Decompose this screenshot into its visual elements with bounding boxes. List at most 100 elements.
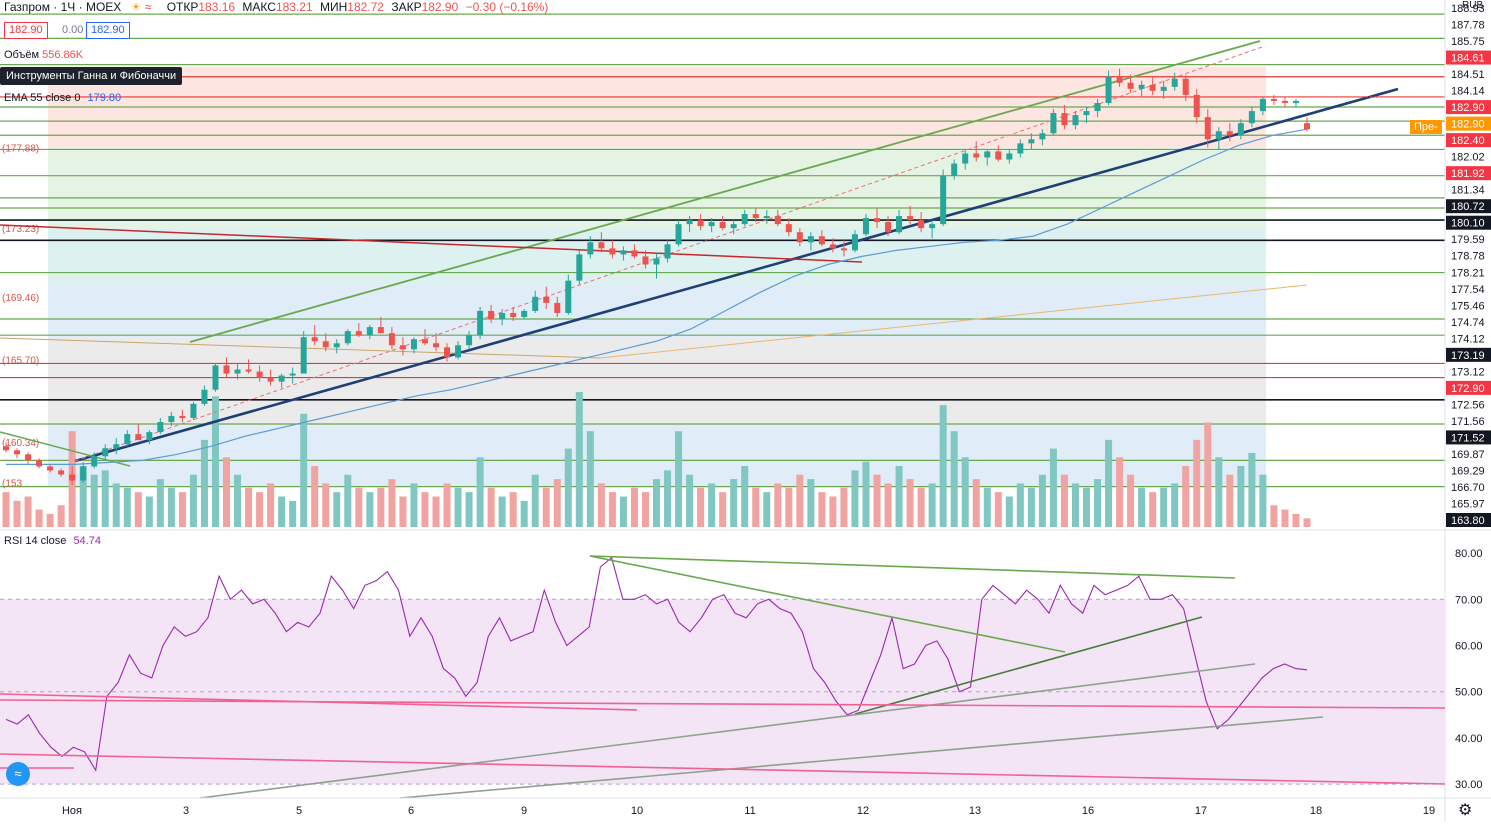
volume-bar (399, 496, 407, 527)
volume-bar (653, 479, 660, 527)
candle (377, 317, 384, 334)
candle (488, 304, 495, 324)
tradingview-logo-icon[interactable]: ≈ (6, 762, 30, 786)
fib-level-label-0: (177.88) (2, 143, 39, 154)
candle-body (366, 327, 373, 336)
candle (1017, 139, 1024, 158)
candle (466, 331, 473, 350)
candle-body (399, 345, 406, 350)
volume-bar (465, 492, 473, 527)
candle-body (113, 444, 120, 449)
volume-bar (1116, 457, 1124, 527)
spread-value: 0.00 (62, 24, 84, 36)
candle (664, 240, 671, 263)
volume-bar (112, 483, 120, 527)
candle (774, 209, 781, 227)
candle-body (708, 222, 715, 227)
candle-body (1237, 123, 1244, 136)
price-axis-label: 172.56 (1451, 399, 1485, 411)
candle (245, 359, 252, 374)
candle (1171, 72, 1178, 91)
volume-bar (664, 470, 672, 527)
volume-bar (211, 396, 219, 527)
candle (300, 331, 307, 374)
volume-bar (289, 500, 297, 527)
ask-chip[interactable]: 182.90 (86, 22, 130, 39)
candle-body (1248, 111, 1255, 124)
candle (455, 341, 462, 360)
volume-bar (46, 513, 54, 527)
volume-bar (1127, 474, 1135, 527)
gann-fib-tooltip: Инструменты Ганна и Фибоначчи (0, 67, 183, 85)
price-tag-bg (1446, 199, 1491, 214)
wave-icon[interactable]: ≈ (144, 0, 152, 14)
candle-body (918, 220, 925, 229)
volume-bar (454, 487, 462, 527)
rsi-value: 54.74 (73, 535, 101, 547)
premarket-badge: Пре- (1410, 120, 1442, 134)
symbol-title[interactable]: Газпром · 1Ч · MOEX (4, 0, 122, 14)
bid-chip[interactable]: 182.90 (4, 22, 48, 39)
candle-body (620, 250, 627, 255)
legend-icons[interactable]: ☀ (130, 0, 145, 14)
candle-body (730, 224, 737, 229)
volume-bar (796, 474, 804, 527)
candle (69, 466, 76, 485)
ohlc-high: 183.21 (275, 0, 313, 14)
candle-body (234, 369, 241, 374)
rsi-trend-low (399, 716, 1324, 799)
candle-body (774, 216, 781, 225)
candle-body (1017, 143, 1024, 154)
time-axis-label: 11 (744, 805, 755, 817)
fib-level-label-5: (153 (2, 479, 22, 490)
candle (918, 212, 925, 233)
candle (1160, 80, 1167, 99)
candle-body (1072, 115, 1079, 126)
candle (620, 246, 627, 261)
candle-body (587, 242, 594, 255)
symbol-legend: Газпром · 1Ч · MOEX ☀ ≈ ОТКР183.16 МАКС1… (4, 0, 548, 14)
candle-body (1105, 76, 1112, 103)
candle (47, 464, 54, 473)
candle-body (388, 333, 395, 346)
candle (840, 240, 847, 257)
candle (1193, 88, 1200, 124)
volume-bar (1005, 496, 1013, 527)
volume-bar (322, 483, 330, 527)
price-axis-label: 181.34 (1451, 185, 1485, 197)
settings-gear-icon[interactable]: ⚙ (1458, 802, 1473, 819)
red-trendline (0, 224, 863, 263)
volume-bar (641, 492, 649, 527)
candle-body (278, 375, 285, 382)
candle-body (1304, 123, 1310, 130)
channel-upper-line (189, 40, 1261, 343)
rsi-legend[interactable]: RSI 14 close 54.74 (4, 535, 101, 547)
rsi-axis-label: 30.00 (1455, 779, 1483, 791)
volume-bar (928, 483, 936, 527)
volume-bar (675, 431, 683, 527)
candle (124, 430, 131, 447)
candle-body (840, 248, 847, 251)
price-axis-label: 178.78 (1451, 251, 1485, 263)
candle-body (201, 389, 208, 404)
candle-body (499, 312, 506, 320)
price-axis-label: 175.46 (1451, 300, 1485, 312)
volume-bar (961, 457, 969, 527)
candle (234, 363, 241, 380)
volume-bar (575, 392, 583, 527)
volume-bar (972, 479, 980, 527)
volume-legend[interactable]: Объём 556.86K (4, 49, 83, 61)
rsi-red-3 (0, 753, 1446, 785)
price-axis-label: 171.56 (1451, 416, 1485, 428)
candle-body (995, 151, 1002, 160)
candle (322, 333, 329, 352)
price-tag-bg (1446, 133, 1491, 148)
candle (763, 209, 770, 225)
candle (862, 214, 869, 237)
ema-legend[interactable]: EMA 55 close 0 179.80 (4, 92, 121, 104)
fib-zone-5 (48, 426, 1266, 487)
price-axis-label: 184.14 (1451, 86, 1485, 98)
price-axis-label: 177.54 (1451, 284, 1485, 296)
